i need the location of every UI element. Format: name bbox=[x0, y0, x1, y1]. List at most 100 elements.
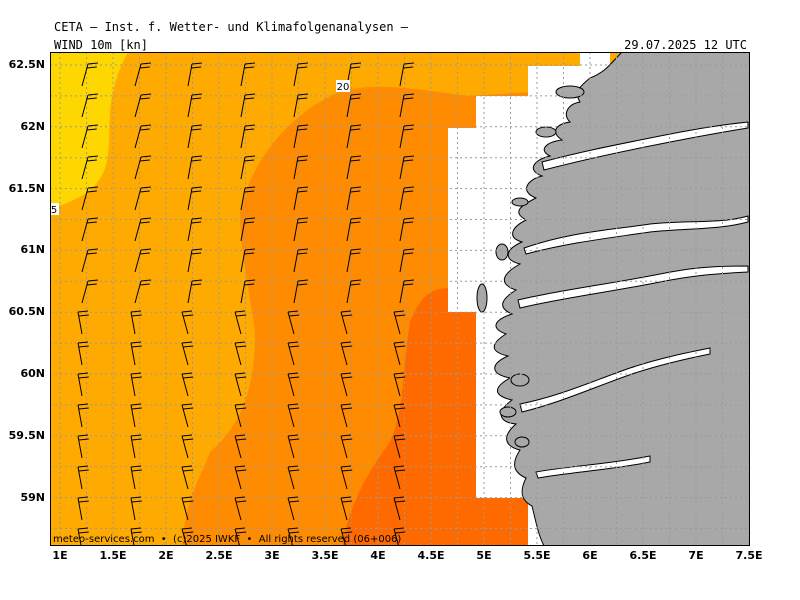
wind-barb bbox=[187, 248, 203, 273]
wind-barb bbox=[187, 279, 203, 304]
lat-tick-label: 61.5N bbox=[8, 181, 45, 195]
wind-barb bbox=[287, 310, 300, 335]
wind-barb bbox=[393, 310, 406, 335]
wind-barb bbox=[393, 372, 406, 397]
wind-barb bbox=[81, 62, 99, 87]
lat-tick-label: 60.5N bbox=[8, 305, 45, 319]
wind-barb bbox=[399, 186, 415, 211]
wind-barb bbox=[77, 465, 89, 490]
wind-barb bbox=[393, 341, 406, 366]
wind-barb bbox=[399, 62, 415, 87]
wind-barb bbox=[287, 465, 300, 490]
wind-barb bbox=[130, 434, 142, 459]
wind-map: 20 5 bbox=[50, 52, 750, 546]
wind-barb bbox=[340, 434, 353, 459]
lat-tick-label: 59N bbox=[20, 490, 45, 504]
lat-tick-label: 61N bbox=[20, 243, 45, 257]
wind-barb bbox=[134, 248, 152, 273]
wind-barb bbox=[340, 341, 353, 366]
wind-barb bbox=[130, 496, 142, 521]
wind-barb bbox=[81, 186, 99, 211]
wind-barb bbox=[81, 217, 99, 242]
wind-barb bbox=[234, 310, 247, 335]
wind-barb bbox=[234, 403, 247, 428]
wind-barb bbox=[293, 62, 309, 87]
wind-barb bbox=[181, 341, 194, 366]
wind-barb bbox=[187, 186, 203, 211]
wind-barb bbox=[293, 186, 309, 211]
copyright-notice: meteo-services.com • (c)2025 IWKF • All … bbox=[53, 534, 402, 545]
wind-barb bbox=[77, 403, 89, 428]
lon-tick-label: 6E bbox=[582, 549, 598, 562]
wind-barb bbox=[346, 124, 362, 149]
wind-barb bbox=[393, 527, 406, 546]
wind-barb bbox=[130, 310, 142, 335]
wind-barb bbox=[340, 403, 353, 428]
wind-barb bbox=[81, 248, 99, 273]
wind-barb bbox=[77, 372, 89, 397]
wind-barb bbox=[287, 341, 300, 366]
lon-tick-label: 3.5E bbox=[311, 549, 339, 562]
lat-tick-label: 60N bbox=[20, 367, 45, 380]
wind-barb bbox=[240, 217, 256, 242]
wind-barb bbox=[240, 248, 256, 273]
lon-tick-label: 7E bbox=[688, 549, 704, 562]
valid-time: 29.07.2025 12 UTC bbox=[624, 38, 747, 52]
lon-tick-label: 4.5E bbox=[417, 549, 445, 562]
wind-barb bbox=[181, 496, 194, 521]
wind-barb bbox=[340, 527, 353, 546]
wind-barb bbox=[399, 279, 415, 304]
wind-barb bbox=[134, 186, 152, 211]
wind-barb bbox=[187, 155, 203, 180]
wind-barb bbox=[346, 155, 362, 180]
wind-barbs bbox=[77, 62, 415, 546]
lon-tick-label: 2E bbox=[158, 549, 174, 562]
wind-barb bbox=[240, 124, 256, 149]
lon-tick-label: 1E bbox=[52, 549, 68, 562]
wind-barb bbox=[240, 155, 256, 180]
wind-barb bbox=[181, 372, 194, 397]
wind-barb bbox=[340, 372, 353, 397]
wind-barb bbox=[134, 155, 152, 180]
wind-barb bbox=[293, 248, 309, 273]
wind-barb bbox=[240, 62, 256, 87]
wind-barb bbox=[293, 279, 309, 304]
wind-barb bbox=[346, 279, 362, 304]
wind-barb bbox=[181, 310, 194, 335]
wind-barb bbox=[134, 217, 152, 242]
wind-barb bbox=[240, 186, 256, 211]
wind-barb bbox=[181, 465, 194, 490]
wind-barb bbox=[81, 155, 99, 180]
wind-barb bbox=[234, 372, 247, 397]
wind-barb bbox=[240, 93, 256, 118]
wind-barb bbox=[399, 155, 415, 180]
wind-barb bbox=[393, 465, 406, 490]
wind-barb bbox=[399, 93, 415, 118]
wind-barb bbox=[287, 403, 300, 428]
wind-barb bbox=[346, 248, 362, 273]
wind-barb bbox=[77, 434, 89, 459]
lon-tick-label: 3E bbox=[264, 549, 280, 562]
parameter-label: WIND 10m [kn] bbox=[54, 38, 148, 52]
wind-barb bbox=[393, 496, 406, 521]
wind-barb bbox=[187, 93, 203, 118]
wind-barb bbox=[134, 62, 152, 87]
wind-barb bbox=[181, 527, 194, 546]
lat-tick-label: 62N bbox=[20, 119, 45, 133]
wind-barb bbox=[293, 93, 309, 118]
wind-barb bbox=[81, 93, 99, 118]
wind-barb bbox=[187, 217, 203, 242]
wind-barb bbox=[77, 527, 89, 546]
wind-barb bbox=[399, 124, 415, 149]
wind-barb bbox=[393, 403, 406, 428]
contour-label-5: 5 bbox=[51, 205, 57, 216]
wind-barb bbox=[181, 403, 194, 428]
contour-label-20: 20 bbox=[337, 82, 350, 93]
wind-barb bbox=[130, 403, 142, 428]
lon-tick-label: 6.5E bbox=[629, 549, 657, 562]
wind-barb bbox=[346, 186, 362, 211]
lon-tick-label: 5E bbox=[476, 549, 492, 562]
wind-barb bbox=[77, 341, 89, 366]
wind-barb bbox=[130, 341, 142, 366]
wind-barb bbox=[187, 62, 203, 87]
